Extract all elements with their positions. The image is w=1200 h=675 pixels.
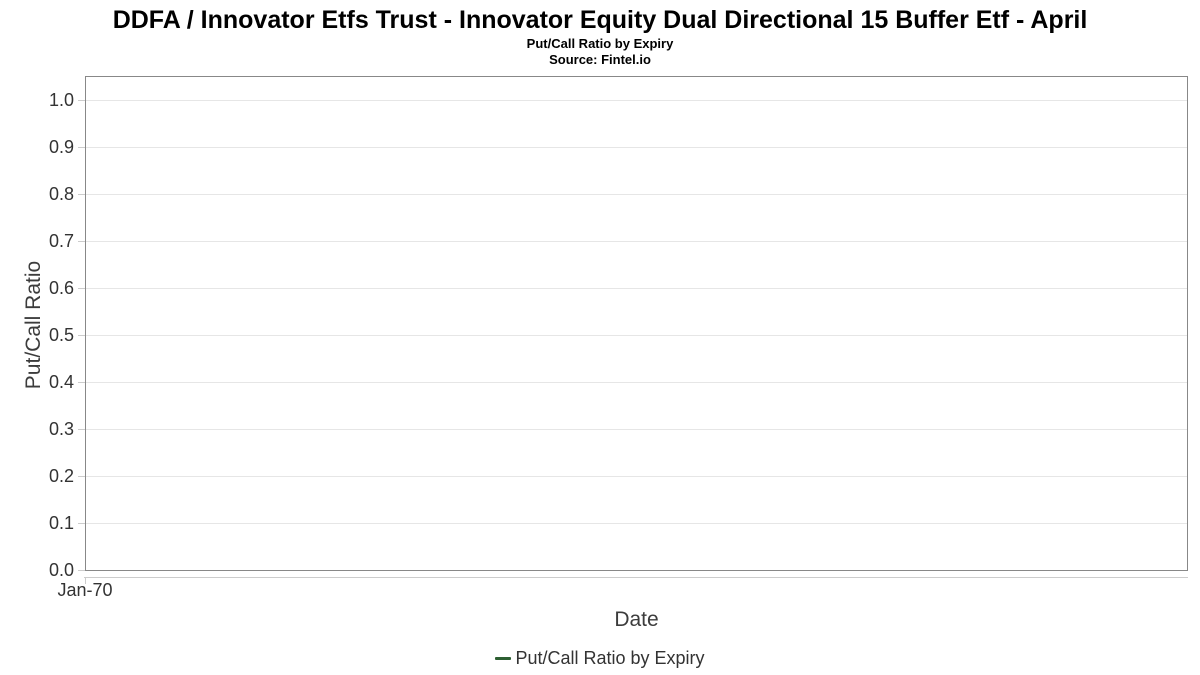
- y-tick-label-0.6: 0.6: [48, 278, 74, 298]
- y-tick-mark-0.2: [78, 476, 85, 477]
- y-tick-label-0.8: 0.8: [48, 184, 74, 204]
- y-tick-label-0.9: 0.9: [48, 137, 74, 157]
- y-tick-mark-1.0: [78, 100, 85, 101]
- y-tick-mark-0.3: [78, 429, 85, 430]
- y-gridline-0.1: [86, 523, 1187, 524]
- y-gridline-0.8: [86, 194, 1187, 195]
- y-gridline-0.7: [86, 241, 1187, 242]
- x-axis-line: [84, 577, 1188, 578]
- y-tick-label-0.4: 0.4: [48, 372, 74, 392]
- y-gridline-0.5: [86, 335, 1187, 336]
- legend-item-putcall-ratio[interactable]: Put/Call Ratio by Expiry: [0, 646, 1200, 670]
- y-tick-mark-0.6: [78, 288, 85, 289]
- y-gridline-1.0: [86, 100, 1187, 101]
- y-tick-label-0.5: 0.5: [48, 325, 74, 345]
- y-tick-mark-0.4: [78, 382, 85, 383]
- y-tick-label-0.1: 0.1: [48, 513, 74, 533]
- y-tick-mark-0.7: [78, 241, 85, 242]
- chart-title: DDFA / Innovator Etfs Trust - Innovator …: [112, 6, 1088, 34]
- chart-source-label: Source: Fintel.io: [549, 52, 651, 67]
- y-gridline-0.6: [86, 288, 1187, 289]
- y-tick-label-0.0: 0.0: [48, 560, 74, 580]
- y-tick-mark-0.8: [78, 194, 85, 195]
- legend-line-marker: [495, 656, 512, 660]
- y-gridline-0.4: [86, 382, 1187, 383]
- y-gridline-0.3: [86, 429, 1187, 430]
- legend-series-label: Put/Call Ratio by Expiry: [515, 647, 705, 668]
- x-axis-title: Date: [614, 608, 659, 631]
- y-tick-label-0.2: 0.2: [48, 466, 74, 486]
- x-tick-mark-Jan-70: [85, 577, 86, 584]
- y-gridline-0.9: [86, 147, 1187, 148]
- y-tick-label-1.0: 1.0: [48, 90, 74, 110]
- y-tick-label-0.3: 0.3: [48, 419, 74, 439]
- chart-subtitle: Put/Call Ratio by Expiry: [526, 36, 674, 51]
- y-tick-mark-0.1: [78, 523, 85, 524]
- y-tick-mark-0.5: [78, 335, 85, 336]
- y-tick-mark-0.0: [78, 570, 85, 571]
- x-tick-label-Jan-70: Jan-70: [57, 580, 113, 600]
- y-tick-mark-0.9: [78, 147, 85, 148]
- y-gridline-0.2: [86, 476, 1187, 477]
- y-tick-label-0.7: 0.7: [48, 231, 74, 251]
- plot-area: [85, 76, 1188, 571]
